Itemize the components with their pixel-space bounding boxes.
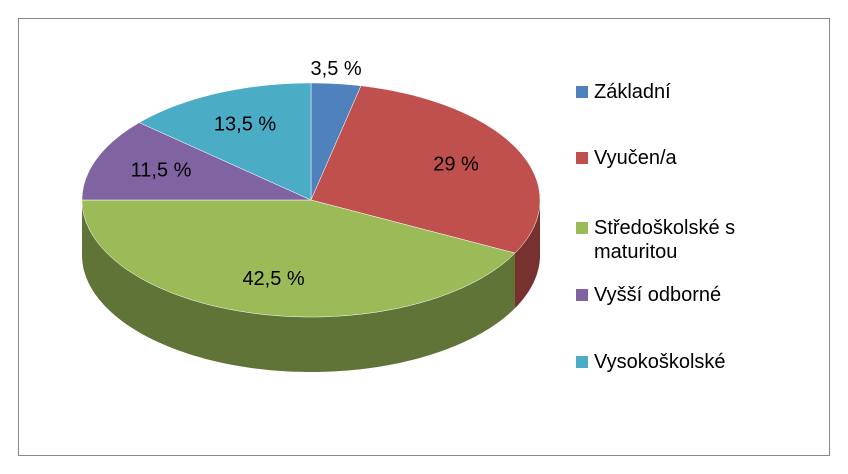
data-label: 42,5 % xyxy=(242,268,304,290)
data-label: 29 % xyxy=(433,153,479,175)
slice-side xyxy=(515,200,540,309)
legend-swatch xyxy=(576,86,588,98)
legend-swatch xyxy=(576,356,588,368)
slice xyxy=(310,85,541,254)
legend-swatch xyxy=(576,289,588,301)
legend-label: Vyšší odborné xyxy=(594,284,722,306)
legend-swatch xyxy=(576,222,588,234)
legend-item: Vysokoškolské xyxy=(576,350,788,374)
legend-item: Vyučen/a xyxy=(576,146,788,170)
slice-side xyxy=(82,200,515,372)
legend-label: Středoškolské s maturitou xyxy=(594,217,736,263)
slice xyxy=(81,199,516,318)
data-label: 13,5 % xyxy=(214,114,276,136)
slice xyxy=(81,122,312,201)
slice xyxy=(310,82,362,201)
legend-label: Vysokoškolské xyxy=(594,351,726,373)
legend-item: Základní xyxy=(576,80,788,104)
legend-label: Základní xyxy=(594,81,671,103)
legend-item: Středoškolské s maturitou xyxy=(576,216,788,264)
slice xyxy=(138,82,312,201)
legend-item: Vyšší odborné xyxy=(576,283,788,307)
data-label: 3,5 % xyxy=(311,58,362,80)
legend-swatch xyxy=(576,152,588,164)
data-label: 11,5 % xyxy=(131,159,192,181)
legend-label: Vyučen/a xyxy=(594,147,677,169)
